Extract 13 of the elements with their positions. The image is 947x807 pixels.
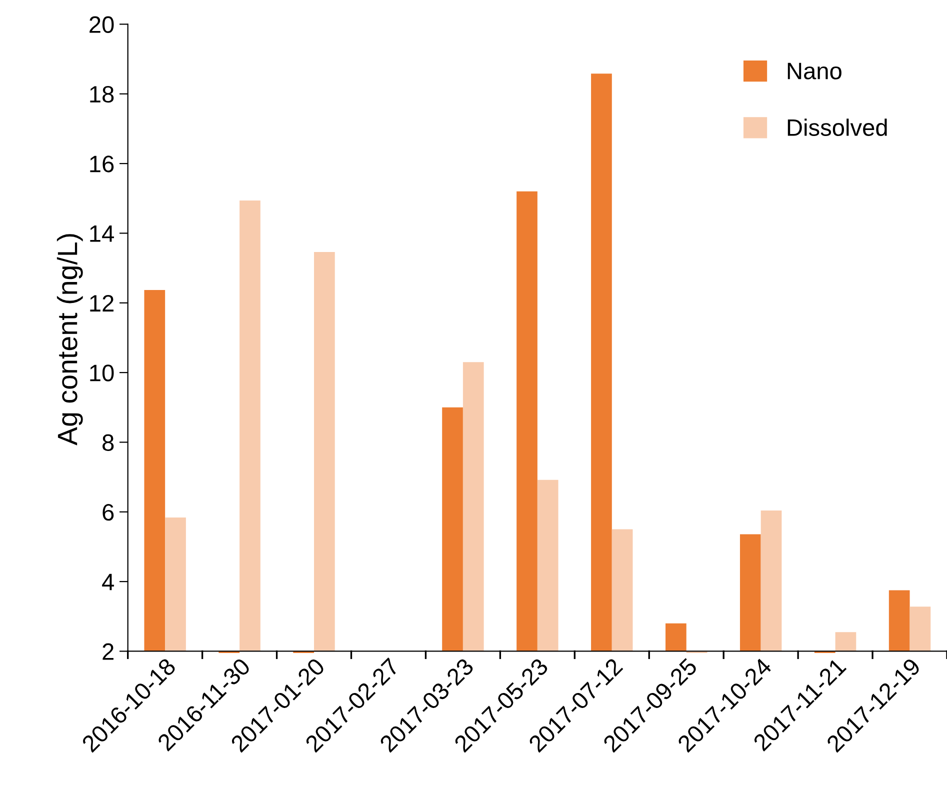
y-tick-label: 18 bbox=[90, 86, 114, 103]
y-tick-label: 6 bbox=[102, 504, 114, 521]
y-tick-label: 12 bbox=[90, 294, 114, 312]
y-axis-title: Ag content (ng/L) bbox=[56, 234, 83, 446]
y-tick-label: 8 bbox=[102, 434, 114, 452]
y-tick-label: 16 bbox=[90, 156, 114, 172]
y-tick-label: 10 bbox=[90, 364, 114, 382]
y-tick-label: 2 bbox=[102, 643, 114, 660]
legend-label: Dissolved bbox=[788, 118, 887, 136]
legend-label: Nano bbox=[788, 62, 842, 80]
y-tick-label: 20 bbox=[90, 16, 114, 33]
y-tick-label: 4 bbox=[102, 574, 114, 590]
y-tick-label: 14 bbox=[90, 226, 114, 242]
